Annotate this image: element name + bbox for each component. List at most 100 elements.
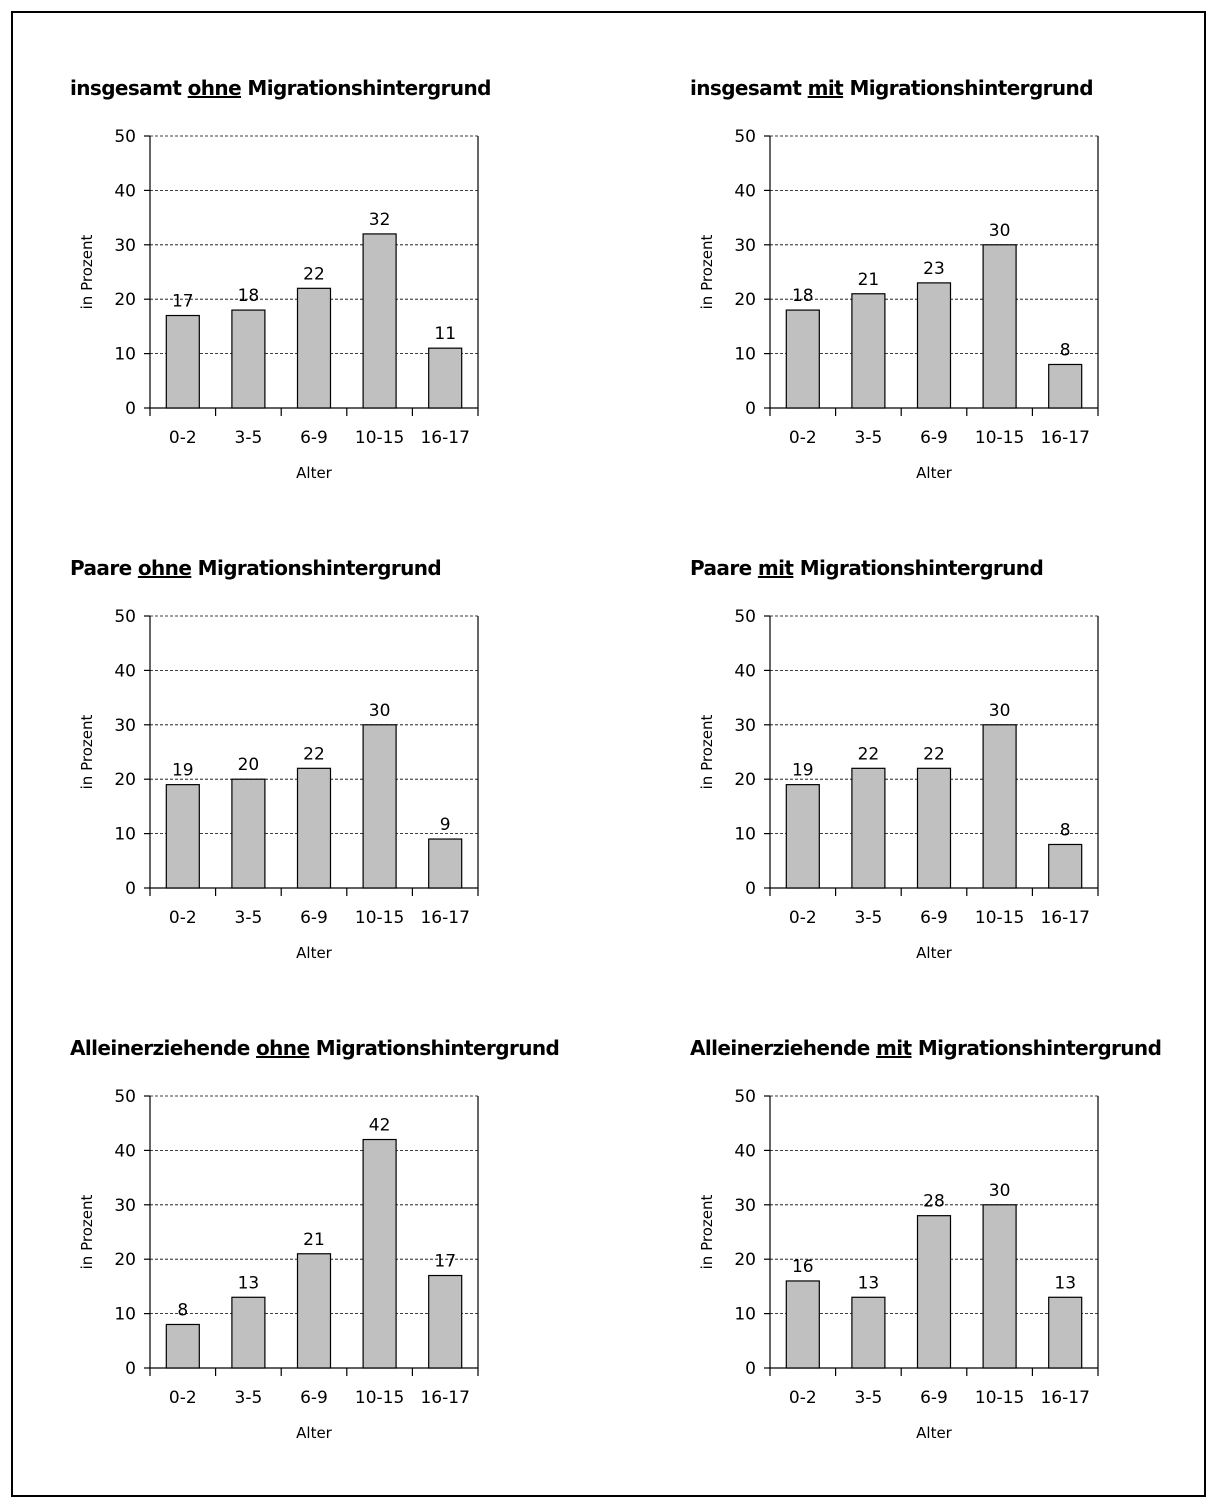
data-label: 42 bbox=[369, 1116, 391, 1136]
data-label: 30 bbox=[989, 701, 1011, 721]
data-label: 22 bbox=[923, 744, 945, 764]
x-tick-label: 0-2 bbox=[169, 428, 197, 448]
x-tick-label: 16-17 bbox=[420, 908, 469, 928]
data-label: 19 bbox=[172, 761, 194, 781]
bar bbox=[296, 1253, 332, 1369]
bar bbox=[296, 767, 332, 889]
y-tick-label: 50 bbox=[734, 607, 756, 627]
bar-chart: 0 10 20 30 40 50 8 0-2 13 3-5 21 6-9 42 10-15 17 16-17 A… bbox=[78, 1087, 479, 1442]
chart-panel-alleinerziehende-ohne: Alleinerziehende ohne Migrationshintergr… bbox=[70, 1036, 570, 1476]
bar-chart: 0 10 20 30 40 50 19 0-2 20 3-5 22 6-9 30 10-15 9 16-17 A… bbox=[78, 607, 479, 962]
y-tick-label: 0 bbox=[745, 879, 756, 899]
data-label: 30 bbox=[989, 1181, 1011, 1201]
y-tick-label: 0 bbox=[125, 1359, 136, 1379]
bar bbox=[785, 1280, 820, 1369]
data-label: 13 bbox=[858, 1273, 880, 1293]
data-label: 30 bbox=[369, 701, 391, 721]
y-tick-label: 0 bbox=[745, 1359, 756, 1379]
y-tick-label: 20 bbox=[734, 770, 756, 790]
title-suffix: Migrationshintergrund bbox=[191, 556, 442, 580]
x-tick-label: 16-17 bbox=[420, 428, 469, 448]
data-label: 22 bbox=[858, 744, 880, 764]
x-axis-label: Alter bbox=[296, 944, 333, 962]
bar bbox=[362, 1138, 397, 1369]
figure-frame bbox=[11, 11, 1206, 1497]
y-tick-label: 0 bbox=[745, 399, 756, 419]
bar bbox=[1048, 363, 1083, 409]
x-tick-label: 6-9 bbox=[920, 908, 948, 928]
x-tick-label: 0-2 bbox=[169, 908, 197, 928]
chart-panel-insgesamt-ohne: insgesamt ohne Migrationshintergrund 0 10… bbox=[70, 76, 570, 516]
y-tick-label: 40 bbox=[734, 1141, 756, 1161]
y-tick-label: 40 bbox=[734, 181, 756, 201]
data-label: 16 bbox=[792, 1257, 814, 1277]
y-tick-label: 20 bbox=[114, 770, 136, 790]
bar bbox=[165, 1323, 200, 1369]
title-prefix: insgesamt bbox=[690, 76, 808, 100]
title-emphasis: mit bbox=[757, 556, 794, 580]
y-tick-label: 40 bbox=[114, 1141, 136, 1161]
bar bbox=[428, 1274, 463, 1369]
bar bbox=[916, 282, 952, 409]
x-axis-label: Alter bbox=[296, 1424, 333, 1442]
data-label: 8 bbox=[177, 1300, 188, 1320]
bar-chart: 0 10 20 30 40 50 18 0-2 21 3-5 23 6-9 30 10-15 8 16-17 A… bbox=[698, 127, 1099, 482]
data-label: 18 bbox=[792, 286, 814, 306]
title-prefix: Alleinerziehende bbox=[690, 1036, 877, 1060]
x-tick-label: 10-15 bbox=[975, 1388, 1024, 1408]
x-axis-label: Alter bbox=[916, 464, 953, 482]
bar-chart: 0 10 20 30 40 50 19 0-2 22 3-5 22 6-9 30 10-15 8 16-17 A… bbox=[698, 607, 1099, 962]
y-tick-label: 50 bbox=[114, 1087, 136, 1107]
bar bbox=[428, 347, 463, 409]
y-tick-label: 50 bbox=[114, 607, 136, 627]
bar bbox=[296, 287, 332, 409]
y-tick-label: 40 bbox=[114, 661, 136, 681]
data-label: 32 bbox=[369, 210, 391, 230]
data-label: 8 bbox=[1060, 340, 1071, 360]
bar bbox=[785, 784, 820, 889]
bar bbox=[851, 767, 886, 889]
x-tick-label: 3-5 bbox=[235, 1388, 263, 1408]
bar bbox=[362, 233, 397, 409]
data-label: 23 bbox=[923, 259, 945, 279]
data-label: 20 bbox=[238, 755, 260, 775]
y-tick-label: 0 bbox=[125, 879, 136, 899]
x-tick-label: 10-15 bbox=[355, 1388, 404, 1408]
bar bbox=[428, 838, 463, 889]
x-tick-label: 6-9 bbox=[300, 428, 328, 448]
bar bbox=[1048, 1296, 1083, 1369]
data-label: 22 bbox=[303, 264, 325, 284]
y-tick-label: 10 bbox=[734, 825, 756, 845]
bar bbox=[982, 1204, 1017, 1369]
y-tick-label: 10 bbox=[734, 1305, 756, 1325]
data-label: 13 bbox=[1054, 1273, 1076, 1293]
x-tick-label: 6-9 bbox=[300, 1388, 328, 1408]
x-axis-label: Alter bbox=[296, 464, 333, 482]
chart-title: Paare mit Migrationshintergrund bbox=[690, 556, 1044, 580]
data-label: 17 bbox=[434, 1252, 456, 1272]
y-tick-label: 20 bbox=[114, 290, 136, 310]
x-axis-label: Alter bbox=[916, 1424, 953, 1442]
y-tick-label: 10 bbox=[734, 345, 756, 365]
x-tick-label: 0-2 bbox=[789, 1388, 817, 1408]
x-tick-label: 3-5 bbox=[855, 908, 883, 928]
x-tick-label: 6-9 bbox=[920, 1388, 948, 1408]
chart-title: Paare ohne Migrationshintergrund bbox=[70, 556, 442, 580]
chart-title: insgesamt mit Migrationshintergrund bbox=[690, 76, 1094, 100]
x-axis-label: Alter bbox=[916, 944, 953, 962]
title-suffix: Migrationshintergrund bbox=[241, 76, 491, 100]
x-tick-label: 3-5 bbox=[855, 1388, 883, 1408]
chart-title: insgesamt ohne Migrationshintergrund bbox=[70, 76, 491, 100]
data-label: 11 bbox=[434, 324, 456, 344]
x-tick-label: 16-17 bbox=[420, 1388, 469, 1408]
y-tick-label: 20 bbox=[734, 1250, 756, 1270]
title-suffix: Migrationshintergrund bbox=[793, 556, 1044, 580]
title-emphasis: mit bbox=[807, 76, 844, 100]
y-tick-label: 30 bbox=[114, 1196, 136, 1216]
title-suffix: Migrationshintergrund bbox=[309, 1036, 560, 1060]
y-axis-label: in Prozent bbox=[78, 235, 96, 310]
y-tick-label: 20 bbox=[114, 1250, 136, 1270]
y-tick-label: 30 bbox=[114, 716, 136, 736]
title-suffix: Migrationshintergrund bbox=[843, 76, 1093, 100]
bar bbox=[785, 309, 820, 409]
